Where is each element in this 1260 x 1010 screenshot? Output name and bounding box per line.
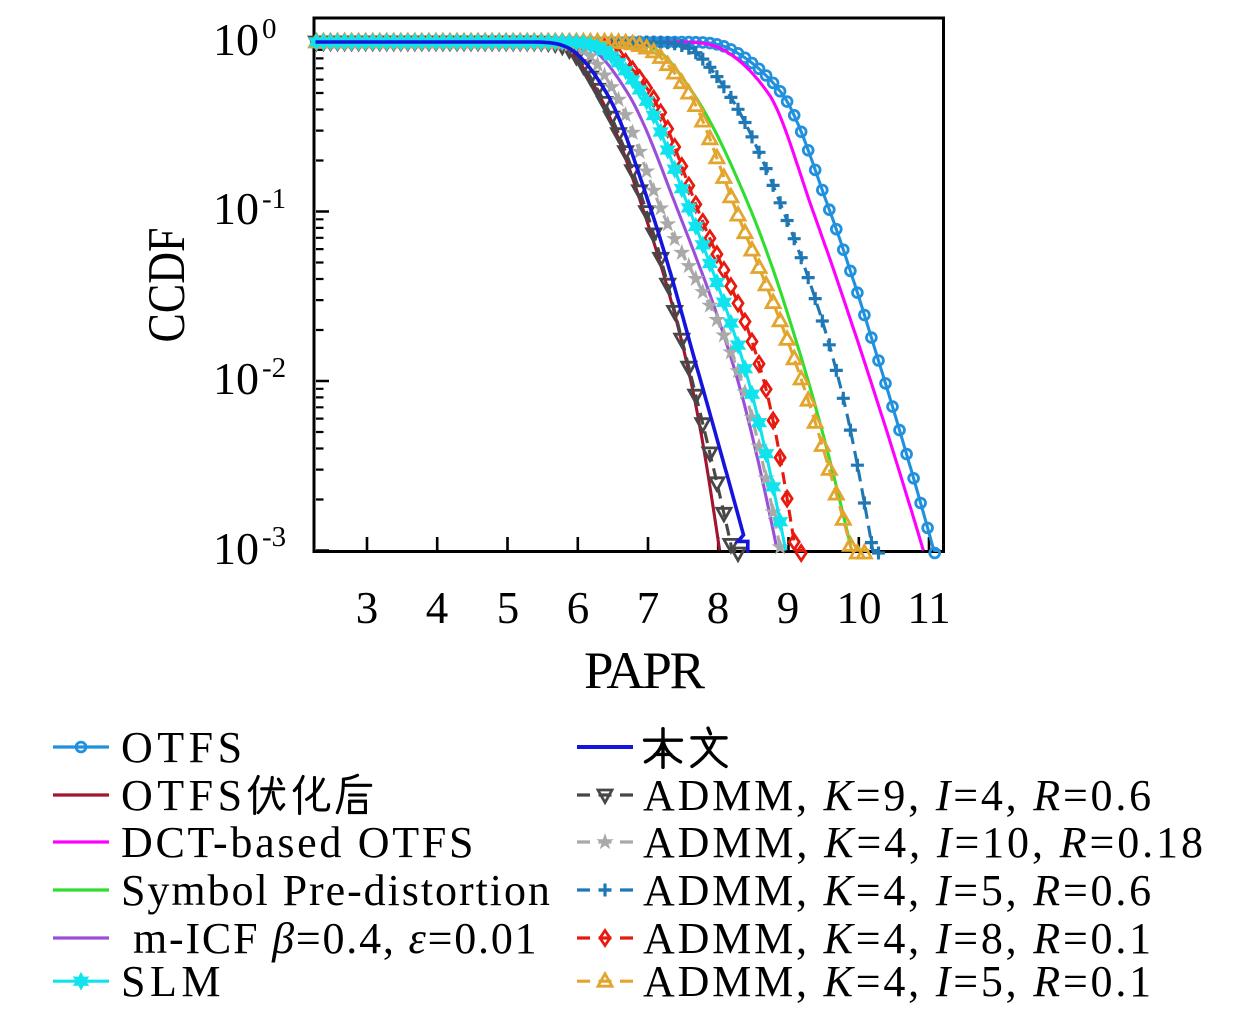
svg-text:-3: -3 bbox=[262, 521, 286, 553]
svg-text:OTFS: OTFS bbox=[121, 771, 247, 820]
svg-text:4: 4 bbox=[426, 583, 449, 633]
svg-text:m-ICF β=0.4, ε=0.01: m-ICF β=0.4, ε=0.01 bbox=[133, 914, 538, 963]
svg-text:ADMM, K=4, I=10, R=0.18: ADMM, K=4, I=10, R=0.18 bbox=[643, 818, 1206, 867]
svg-text:PAPR: PAPR bbox=[584, 642, 706, 700]
svg-text:8: 8 bbox=[707, 583, 730, 633]
svg-text:ADMM, K=9, I=4, R=0.6: ADMM, K=9, I=4, R=0.6 bbox=[643, 771, 1154, 820]
svg-text:10: 10 bbox=[213, 183, 259, 234]
svg-text:11: 11 bbox=[907, 583, 950, 633]
svg-text:7: 7 bbox=[637, 583, 660, 633]
svg-text:5: 5 bbox=[497, 583, 520, 633]
svg-text:10: 10 bbox=[213, 353, 259, 404]
svg-text:CCDF: CCDF bbox=[138, 228, 196, 343]
svg-text:DCT-based OTFS: DCT-based OTFS bbox=[121, 818, 476, 867]
svg-text:Symbol Pre-distortion: Symbol Pre-distortion bbox=[121, 866, 552, 915]
svg-text:OTFS: OTFS bbox=[121, 723, 247, 772]
svg-text:3: 3 bbox=[356, 583, 379, 633]
svg-text:ADMM, K=4, I=5, R=0.1: ADMM, K=4, I=5, R=0.1 bbox=[643, 957, 1154, 1006]
svg-text:10: 10 bbox=[213, 14, 259, 65]
svg-text:ADMM, K=4, I=8, R=0.1: ADMM, K=4, I=8, R=0.1 bbox=[643, 914, 1154, 963]
svg-text:6: 6 bbox=[567, 583, 590, 633]
svg-text:SLM: SLM bbox=[121, 957, 225, 1006]
svg-text:9: 9 bbox=[777, 583, 800, 633]
svg-text:10: 10 bbox=[837, 583, 882, 633]
svg-text:ADMM, K=4, I=5, R=0.6: ADMM, K=4, I=5, R=0.6 bbox=[643, 866, 1154, 915]
svg-text:0: 0 bbox=[262, 13, 277, 45]
svg-text:-2: -2 bbox=[262, 352, 286, 384]
svg-text:10: 10 bbox=[213, 523, 259, 574]
svg-text:-1: -1 bbox=[262, 183, 286, 215]
